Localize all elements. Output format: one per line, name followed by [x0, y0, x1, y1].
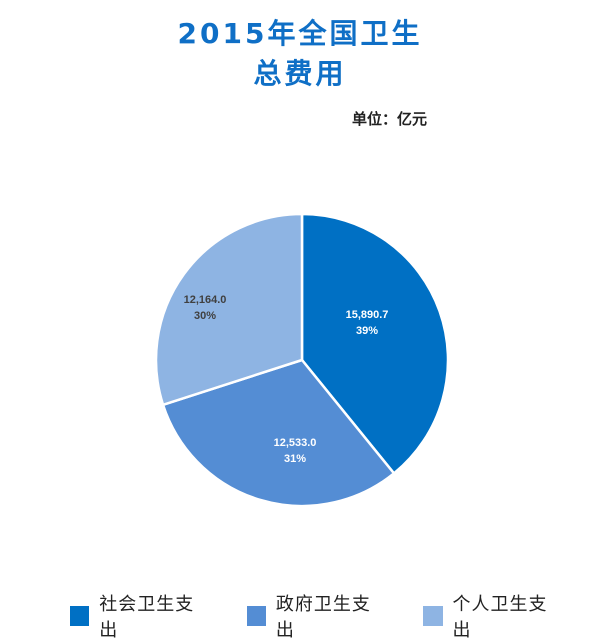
legend-swatch — [423, 606, 443, 626]
slice-percent-label: 31% — [284, 453, 306, 465]
legend-swatch — [246, 606, 266, 626]
legend-item-personal: 个人卫生支出 — [423, 590, 562, 642]
legend-swatch — [70, 606, 90, 626]
chart-title-line-2: 总费用 — [253, 57, 347, 90]
slice-value-label: 12,164.0 — [184, 294, 227, 306]
legend-label: 社会卫生支出 — [99, 594, 195, 641]
slice-government — [161, 358, 396, 508]
slice-value-label: 12,533.0 — [274, 437, 317, 449]
slice-percent-label: 30% — [194, 310, 216, 322]
slice-percent-label: 39% — [356, 325, 378, 337]
slice-social — [300, 212, 450, 476]
slice-value-label: 15,890.7 — [346, 309, 389, 321]
legend-label: 政府卫生支出 — [275, 594, 371, 641]
slice-personal — [154, 212, 304, 407]
legend: 社会卫生支出 政府卫生支出 个人卫生支出 — [70, 590, 600, 642]
unit-label: 单位：亿元 — [352, 110, 428, 128]
chart-title-line-1: 2015年全国卫生 — [177, 17, 423, 50]
legend-item-social: 社会卫生支出 — [70, 590, 209, 642]
legend-item-government: 政府卫生支出 — [246, 590, 386, 642]
pie-chart: 15,890.7 39% 12,533.0 31% 12,164.0 30% — [154, 212, 450, 508]
legend-label: 个人卫生支出 — [452, 594, 548, 641]
